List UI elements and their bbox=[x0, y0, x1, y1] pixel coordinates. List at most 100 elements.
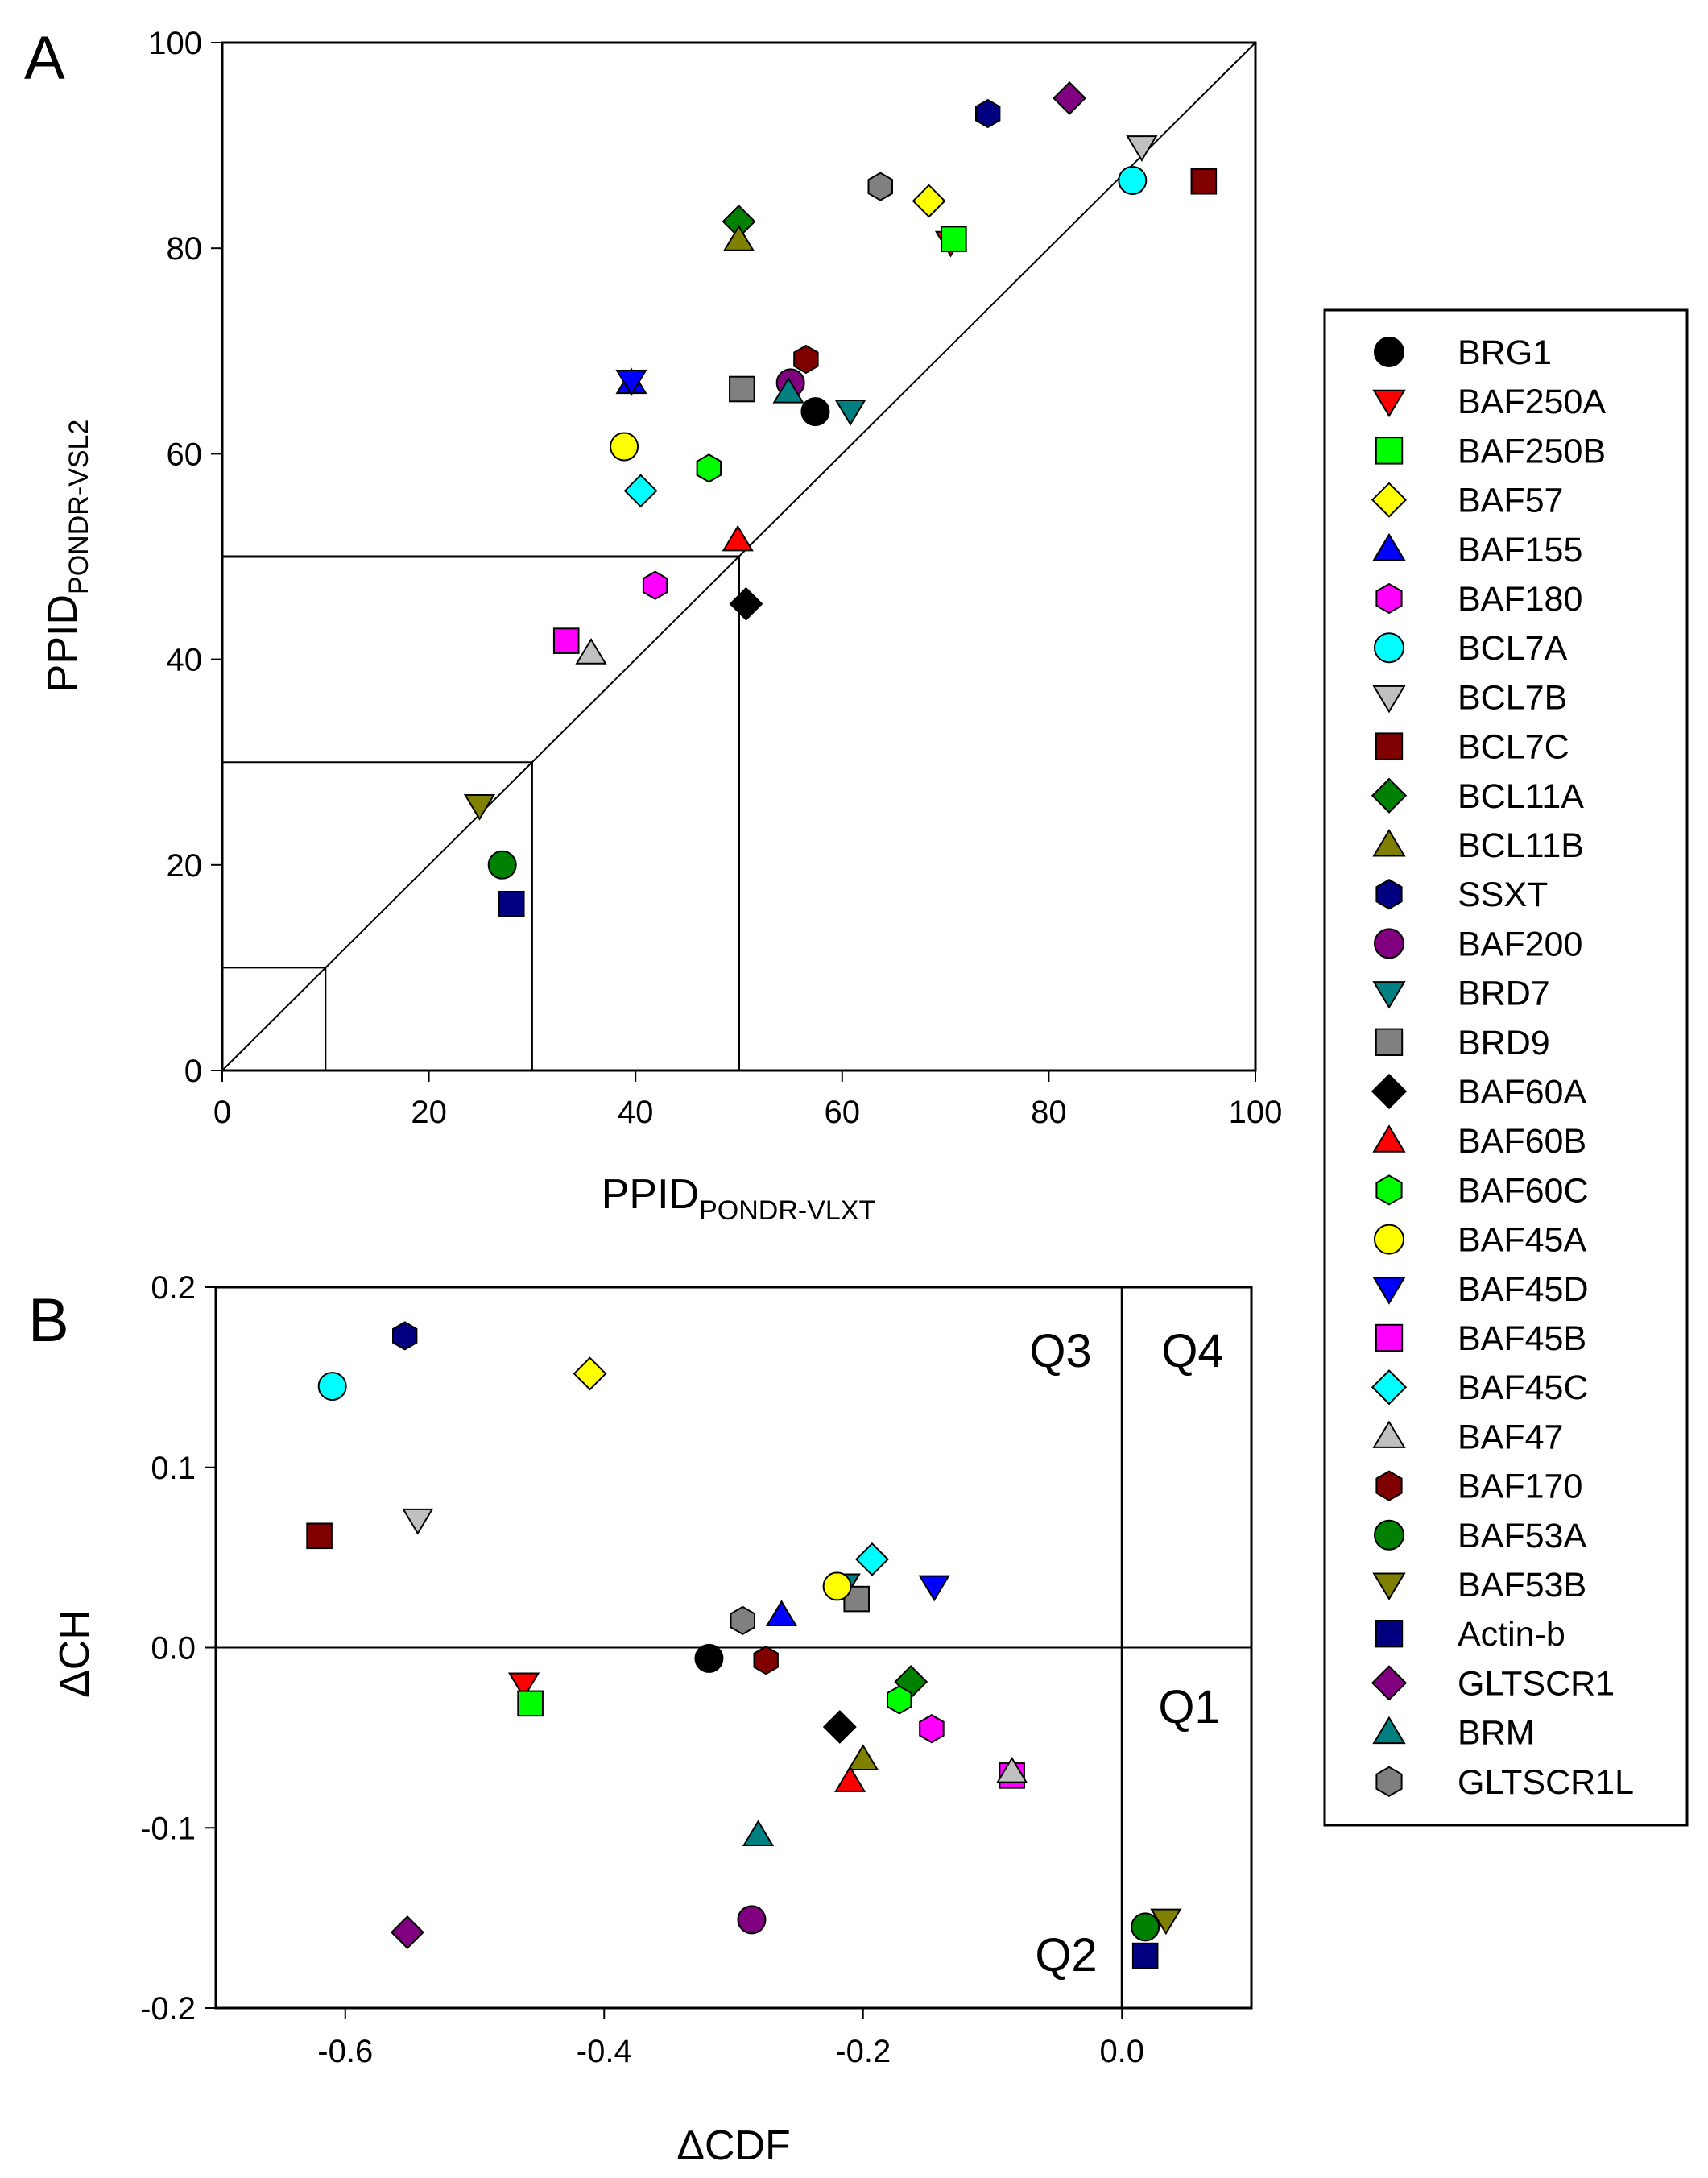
legend-marker-actin-b bbox=[1375, 1620, 1404, 1648]
legend-marker-gltscr1 bbox=[1371, 1665, 1408, 1701]
legend-item: BAF45B bbox=[1375, 1319, 1586, 1358]
panel-a-y-tick-label: 40 bbox=[167, 643, 203, 678]
legend-marker-baf45b bbox=[1375, 1323, 1404, 1352]
legend: BRG1 BAF250A BAF250B BAF57 BAF155 BAF180 BCL7A… bbox=[1323, 308, 1689, 1827]
panel-a-x-tick-label: 40 bbox=[618, 1095, 654, 1130]
panel-b-y-tick-label: 0.1 bbox=[151, 1451, 196, 1486]
panel-b-x-tick-label: 0.0 bbox=[1099, 2034, 1144, 2069]
legend-item: BAF170 bbox=[1375, 1468, 1582, 1506]
legend-label: BAF250B bbox=[1458, 432, 1606, 470]
point-a-gltscr1l bbox=[867, 172, 893, 201]
point-b-ssxt bbox=[392, 1321, 418, 1351]
legend-label: BCL7B bbox=[1458, 678, 1567, 717]
legend-item: BCL11B bbox=[1372, 826, 1584, 865]
legend-label: GLTSCR1 bbox=[1458, 1664, 1615, 1703]
legend-item: BCL11A bbox=[1371, 777, 1584, 816]
legend-marker-baf45d bbox=[1372, 1277, 1406, 1305]
legend-item: BAF45D bbox=[1372, 1270, 1589, 1309]
point-a-baf60a bbox=[729, 586, 763, 621]
legend-marker-baf60c bbox=[1375, 1174, 1403, 1206]
panel-b-ticks: -0.6 -0.4 -0.2 0.0 -0.2 -0.1 0.0 0.1 0.2 bbox=[140, 1270, 1144, 2069]
point-a-brd9 bbox=[729, 375, 755, 403]
legend-label: BAF45C bbox=[1458, 1368, 1589, 1407]
panel-a-points bbox=[463, 81, 1218, 917]
point-a-bcl11b bbox=[722, 225, 755, 251]
point-b-gltscr1l bbox=[730, 1605, 755, 1636]
legend-item: BAF155 bbox=[1372, 531, 1582, 569]
panel-b-x-axis-label: ΔCDF bbox=[676, 2122, 791, 2169]
legend-item: BAF180 bbox=[1375, 580, 1582, 619]
panel-b-y-axis-label: ΔCH bbox=[52, 1609, 98, 1698]
legend-marker-bcl7b bbox=[1372, 685, 1406, 714]
point-b-baf45a bbox=[822, 1571, 852, 1601]
point-b-brg1 bbox=[694, 1643, 724, 1673]
legend-marker-baf180 bbox=[1375, 582, 1403, 615]
legend-item: BAF60C bbox=[1375, 1171, 1589, 1210]
point-a-ssxt bbox=[975, 98, 1001, 129]
legend-item: BAF200 bbox=[1374, 925, 1582, 963]
legend-label: BAF180 bbox=[1458, 580, 1582, 619]
legend-item: BAF45A bbox=[1374, 1221, 1586, 1260]
legend-item: BAF53A bbox=[1374, 1517, 1586, 1555]
point-b-baf45c bbox=[855, 1542, 889, 1576]
panel-a: A 0 20 40 60 80 100 0 20 40 60 80 100 PPIDPONDR-VLX… bbox=[24, 24, 1282, 1226]
legend-label: BAF155 bbox=[1458, 531, 1582, 569]
point-a-baf180 bbox=[642, 570, 668, 600]
panel-b-y-tick-label: 0.2 bbox=[151, 1270, 196, 1306]
point-a-baf45c bbox=[623, 474, 658, 508]
panel-a-y-tick-label: 80 bbox=[167, 231, 203, 267]
legend-marker-baf53a bbox=[1374, 1519, 1404, 1551]
panel-b-x-tick-label: -0.4 bbox=[577, 2034, 632, 2069]
legend-item: BAF250B bbox=[1375, 432, 1606, 470]
point-a-baf60b bbox=[722, 524, 754, 552]
point-b-gltscr1 bbox=[390, 1915, 424, 1949]
legend-label: GLTSCR1L bbox=[1458, 1763, 1634, 1802]
legend-label: BCL11A bbox=[1458, 777, 1584, 816]
panel-b: B -0.6 -0.4 -0.2 0.0 -0.2 -0.1 0.0 0.1 0.2 Q3 Q4… bbox=[28, 1270, 1253, 2169]
legend-item: BAF250A bbox=[1372, 383, 1606, 421]
quadrant-label-q4: Q4 bbox=[1161, 1325, 1223, 1377]
panel-b-y-tick-label: 0.0 bbox=[151, 1631, 196, 1667]
panel-a-letter: A bbox=[24, 24, 65, 93]
panel-a-x-tick-label: 20 bbox=[411, 1095, 447, 1130]
panel-b-x-tick-label: -0.2 bbox=[835, 2034, 891, 2069]
legend-item: BRD9 bbox=[1375, 1024, 1550, 1062]
quadrant-label-q3: Q3 bbox=[1029, 1325, 1091, 1377]
point-a-baf60c bbox=[696, 453, 722, 483]
legend-label: BRD9 bbox=[1458, 1024, 1550, 1062]
point-b-bcl7c bbox=[306, 1522, 333, 1550]
panel-a-x-tick-label: 100 bbox=[1229, 1095, 1283, 1130]
legend-label: BRG1 bbox=[1458, 333, 1552, 372]
point-a-gltscr1 bbox=[1053, 81, 1087, 115]
legend-label: SSXT bbox=[1458, 876, 1548, 914]
legend-marker-baf250b bbox=[1375, 437, 1404, 465]
panel-a-y-tick-label: 20 bbox=[167, 848, 203, 884]
legend-label: Actin-b bbox=[1458, 1615, 1565, 1654]
legend-marker-baf45c bbox=[1371, 1369, 1408, 1406]
legend-item: BCL7B bbox=[1372, 678, 1567, 717]
legend-marker-brd7 bbox=[1372, 981, 1406, 1009]
point-b-actin-b bbox=[1131, 1942, 1159, 1969]
panel-b-x-tick-label: -0.6 bbox=[317, 2034, 373, 2069]
quadrant-label-q2: Q2 bbox=[1035, 1929, 1097, 1981]
legend-label: BAF45A bbox=[1458, 1221, 1586, 1260]
panel-b-letter: B bbox=[28, 1286, 69, 1355]
point-a-baf45d bbox=[615, 370, 647, 396]
legend-label: BAF170 bbox=[1458, 1468, 1582, 1506]
legend-marker-baf57 bbox=[1371, 482, 1408, 518]
legend-marker-brg1 bbox=[1374, 337, 1404, 367]
point-b-baf155 bbox=[765, 1600, 798, 1626]
point-b-bcl11b bbox=[847, 1744, 879, 1770]
panel-a-x-tick-label: 0 bbox=[213, 1095, 231, 1130]
point-a-bcl7c bbox=[1190, 168, 1218, 195]
point-a-actin-b bbox=[498, 890, 525, 917]
legend-marker-baf60b bbox=[1372, 1124, 1406, 1153]
legend-item: BAF60A bbox=[1371, 1073, 1586, 1112]
legend-marker-bcl11b bbox=[1372, 829, 1406, 857]
panel-b-y-tick-label: -0.2 bbox=[140, 1991, 196, 2027]
legend-item: BCL7A bbox=[1374, 629, 1568, 668]
legend-marker-gltscr1l bbox=[1375, 1766, 1403, 1797]
panel-a-y-tick-label: 0 bbox=[184, 1054, 202, 1089]
point-b-baf180 bbox=[919, 1714, 945, 1744]
